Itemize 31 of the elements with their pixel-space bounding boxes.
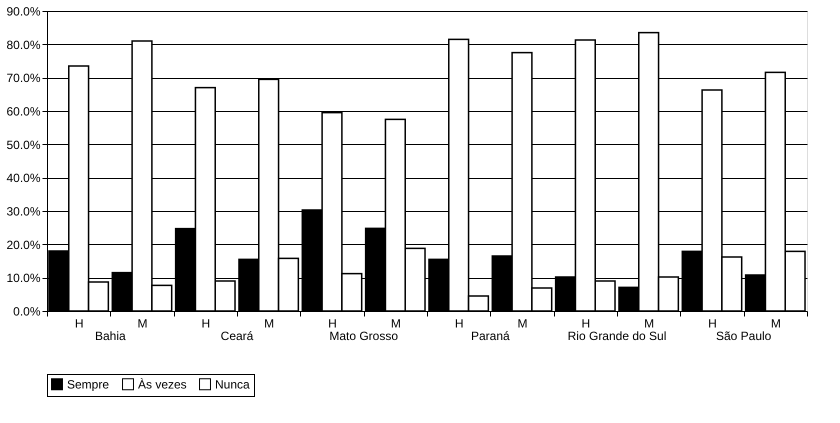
text: Mato Grosso [329, 329, 398, 343]
x-tick-label: M [264, 316, 274, 330]
x-tick-label: M [518, 316, 528, 330]
y-tick-label: 0.0% [13, 304, 41, 318]
x-tick-label: M [770, 316, 781, 330]
x-tick-label: H [708, 316, 717, 330]
y-tick-label: 60.0% [6, 104, 41, 118]
x-tick-label: H [74, 316, 84, 330]
y-tick-label: 50.0% [6, 138, 41, 152]
y-tick-label: 90.0% [6, 4, 41, 18]
text: Bahia [94, 329, 126, 343]
text: Paraná [470, 329, 510, 343]
y-tick-label: 30.0% [6, 204, 41, 218]
y-tick-label: 40.0% [6, 171, 41, 186]
x-tick-label: H [201, 316, 210, 330]
x-tick-label: H [454, 316, 464, 330]
x-tick-label: M [644, 316, 654, 330]
x-tick-label: H [328, 316, 337, 330]
x-tick-label: H [581, 316, 590, 330]
legend-label: Sempre [67, 377, 110, 392]
y-tick-label: 10.0% [6, 271, 41, 286]
text: São Paulo [716, 329, 772, 343]
x-tick-label: M [390, 316, 401, 330]
text: Ceará [220, 329, 254, 343]
legend-label: Às vezes [138, 377, 187, 392]
y-tick-label: 70.0% [6, 71, 41, 86]
y-tick-label: 80.0% [6, 38, 41, 52]
x-tick-label: M [138, 316, 148, 330]
text: Rio Grande do Sul [568, 329, 666, 343]
legend-label: Nunca [215, 377, 250, 392]
y-tick-label: 20.0% [6, 238, 41, 252]
